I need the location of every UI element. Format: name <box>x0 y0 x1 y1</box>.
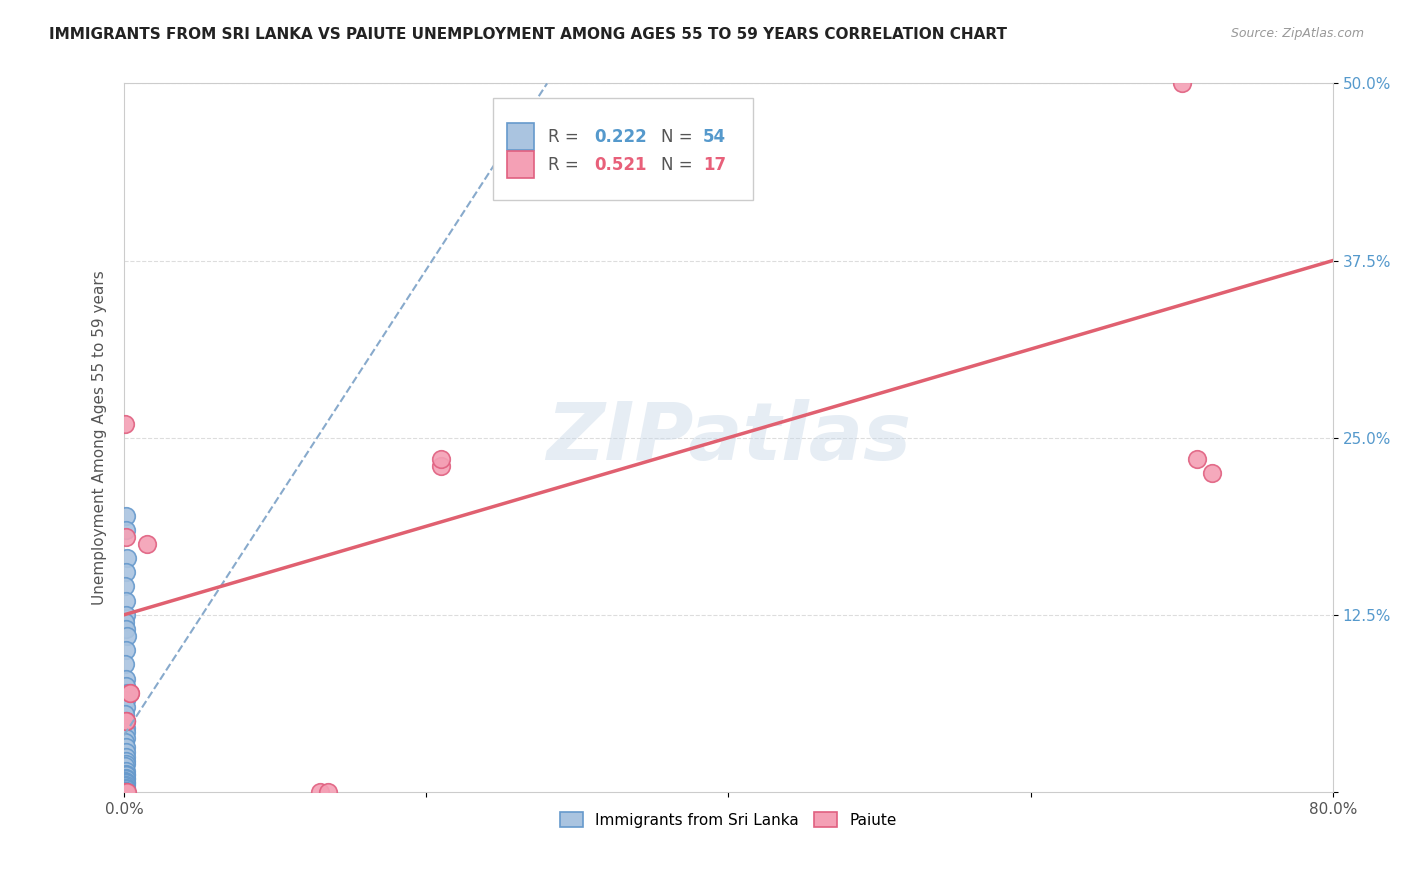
Point <box>115 714 138 728</box>
Text: 0.521: 0.521 <box>595 156 647 174</box>
Legend: Immigrants from Sri Lanka, Paiute: Immigrants from Sri Lanka, Paiute <box>554 805 903 834</box>
Point <box>114 785 136 799</box>
Point <box>114 615 136 629</box>
Point <box>115 776 138 790</box>
Point <box>114 643 136 657</box>
Point <box>114 783 136 797</box>
Text: 0.222: 0.222 <box>595 128 647 145</box>
Point <box>114 735 136 749</box>
Text: Source: ZipAtlas.com: Source: ZipAtlas.com <box>1230 27 1364 40</box>
Point <box>114 749 136 764</box>
Point <box>114 778 136 792</box>
Point <box>115 785 138 799</box>
Point <box>114 785 136 799</box>
Point <box>114 782 136 797</box>
Text: ZIPatlas: ZIPatlas <box>546 399 911 476</box>
Text: N =: N = <box>661 156 697 174</box>
Point <box>114 607 136 622</box>
Point <box>115 672 138 686</box>
Point <box>114 783 136 797</box>
Point <box>1185 452 1208 467</box>
Point <box>114 759 136 773</box>
Point <box>114 764 136 778</box>
Point <box>114 780 136 795</box>
Point <box>114 593 136 607</box>
Point <box>114 714 136 728</box>
Text: 17: 17 <box>703 156 725 174</box>
Point <box>114 417 136 431</box>
Point <box>118 686 141 700</box>
Point <box>114 785 136 799</box>
Point <box>115 745 138 759</box>
Point <box>114 706 136 721</box>
Point <box>114 773 136 788</box>
Point <box>114 785 136 799</box>
Point <box>114 785 136 799</box>
Point <box>114 771 136 785</box>
Point <box>430 458 453 473</box>
Point <box>114 657 136 672</box>
Point <box>135 537 157 551</box>
Point <box>114 739 136 754</box>
Point <box>316 785 339 799</box>
Point <box>114 508 136 523</box>
Point <box>114 700 136 714</box>
Point <box>114 721 136 735</box>
Point <box>114 785 136 799</box>
Point <box>114 768 136 782</box>
Point <box>1170 77 1192 91</box>
Point <box>114 785 136 799</box>
Bar <box>492 97 752 201</box>
Point <box>114 566 136 580</box>
Point <box>114 679 136 693</box>
Point <box>115 766 138 780</box>
Point <box>114 693 136 707</box>
Y-axis label: Unemployment Among Ages 55 to 59 years: Unemployment Among Ages 55 to 59 years <box>93 270 107 605</box>
Point <box>114 779 136 793</box>
Point <box>114 714 136 728</box>
Text: N =: N = <box>661 128 697 145</box>
Point <box>114 785 136 799</box>
Point <box>114 785 136 799</box>
Text: R =: R = <box>548 156 585 174</box>
Point <box>114 775 136 789</box>
Point <box>115 785 138 799</box>
Point <box>115 785 138 799</box>
Point <box>115 530 138 544</box>
Point <box>114 731 136 745</box>
Point <box>114 772 136 787</box>
Bar <box>508 123 534 150</box>
Point <box>115 629 138 643</box>
Bar <box>508 152 534 178</box>
Point <box>115 551 138 566</box>
Text: R =: R = <box>548 128 585 145</box>
Point <box>1201 466 1223 480</box>
Point <box>114 622 136 636</box>
Point <box>114 756 136 771</box>
Point <box>114 785 136 799</box>
Point <box>115 686 138 700</box>
Point <box>114 725 136 739</box>
Point <box>114 579 136 593</box>
Point <box>118 686 141 700</box>
Point <box>309 785 332 799</box>
Text: 54: 54 <box>703 128 725 145</box>
Point <box>115 523 138 537</box>
Point <box>114 785 136 799</box>
Text: IMMIGRANTS FROM SRI LANKA VS PAIUTE UNEMPLOYMENT AMONG AGES 55 TO 59 YEARS CORRE: IMMIGRANTS FROM SRI LANKA VS PAIUTE UNEM… <box>49 27 1007 42</box>
Point <box>114 754 136 768</box>
Point <box>430 452 453 467</box>
